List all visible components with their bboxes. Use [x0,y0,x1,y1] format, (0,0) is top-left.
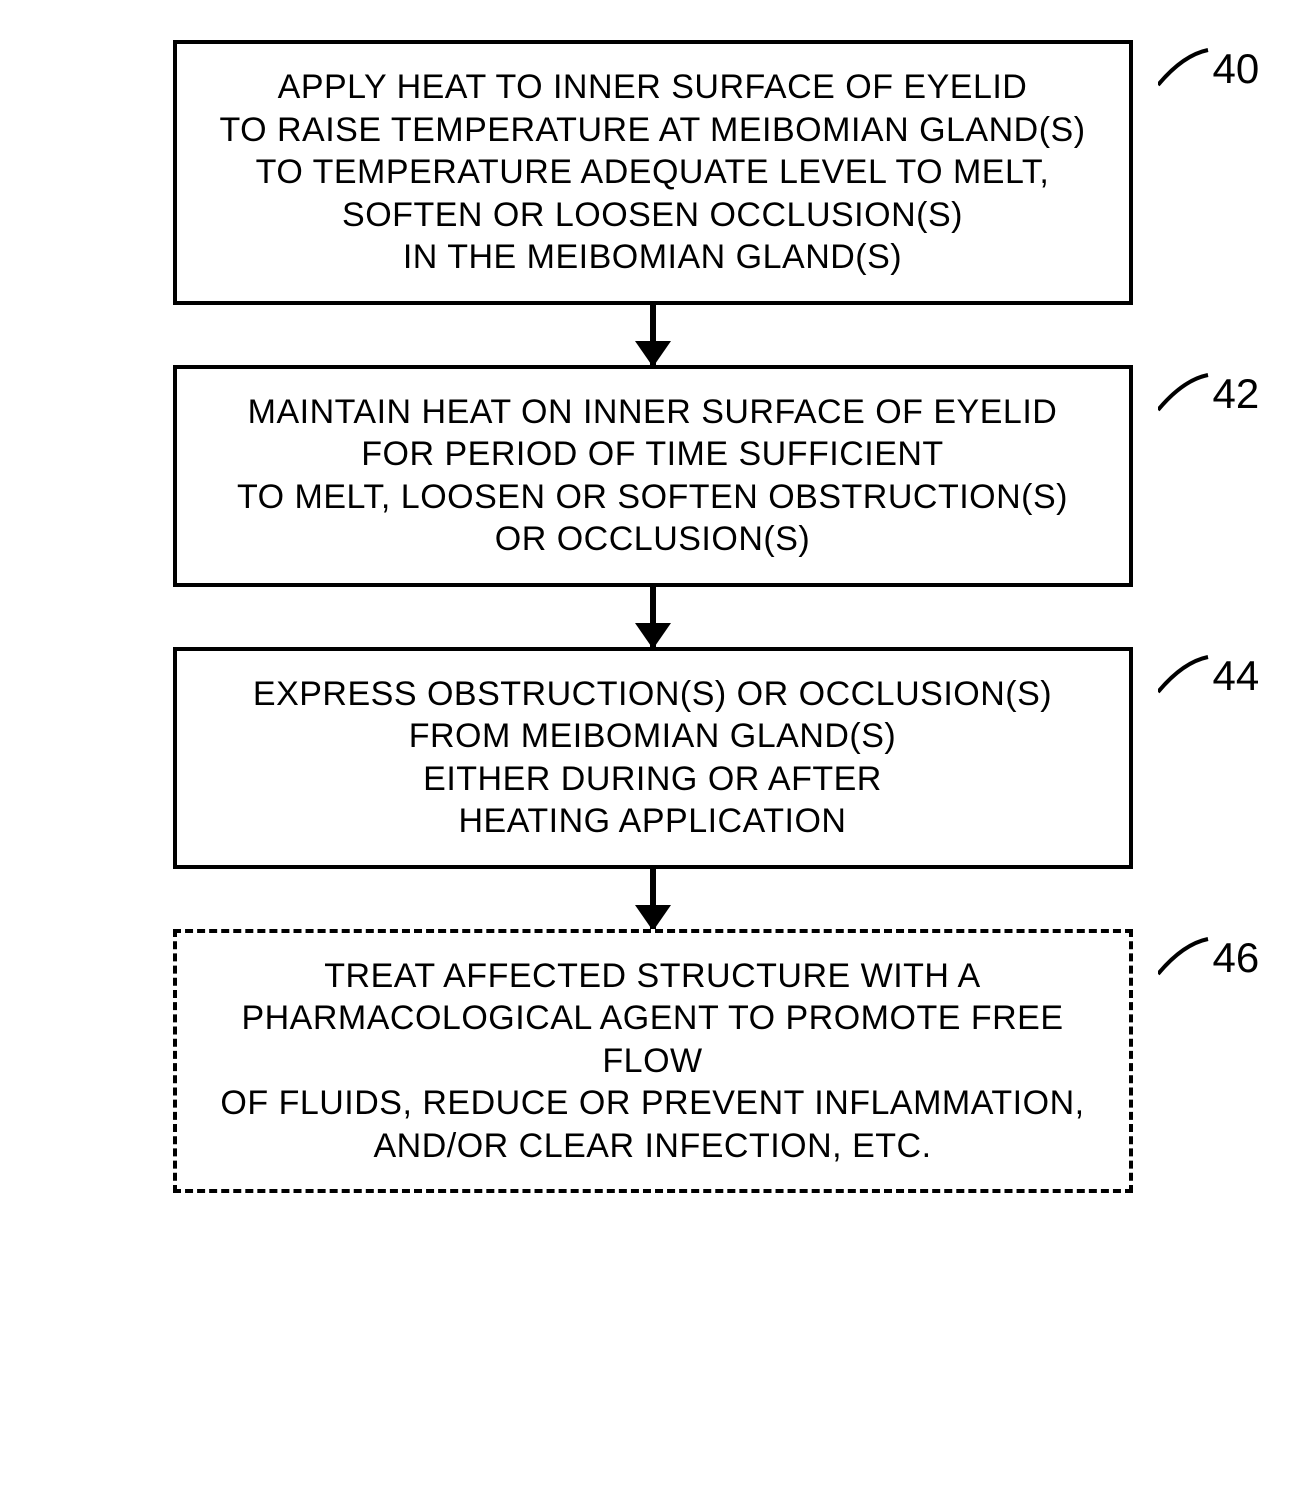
arrow-down-icon [650,587,656,647]
flowchart-container: APPLY HEAT TO INNER SURFACE OF EYELIDTO … [53,40,1253,1193]
arrow-down-icon [650,305,656,365]
box-text: TREAT AFFECTED STRUCTURE WITH APHARMACOL… [220,957,1084,1165]
label-text: 40 [1213,45,1260,92]
leader-line-icon [1158,370,1213,415]
label-40: 40 [1158,45,1260,93]
arrow-2 [53,587,1253,647]
leader-line-icon [1158,652,1213,697]
label-46: 46 [1158,934,1260,982]
arrow-down-icon [650,869,656,929]
box-text: EXPRESS OBSTRUCTION(S) OR OCCLUSION(S)FR… [253,675,1052,841]
label-42: 42 [1158,370,1260,418]
box-step-42: MAINTAIN HEAT ON INNER SURFACE OF EYELID… [173,365,1133,587]
box-step-44: EXPRESS OBSTRUCTION(S) OR OCCLUSION(S)FR… [173,647,1133,869]
leader-line-icon [1158,934,1213,979]
label-text: 46 [1213,934,1260,981]
box-text: APPLY HEAT TO INNER SURFACE OF EYELIDTO … [219,68,1085,276]
arrow-3 [53,869,1253,929]
row-step-44: EXPRESS OBSTRUCTION(S) OR OCCLUSION(S)FR… [53,647,1253,869]
label-text: 42 [1213,370,1260,417]
label-44: 44 [1158,652,1260,700]
label-text: 44 [1213,652,1260,699]
row-step-46: TREAT AFFECTED STRUCTURE WITH APHARMACOL… [53,929,1253,1194]
row-step-40: APPLY HEAT TO INNER SURFACE OF EYELIDTO … [53,40,1253,305]
box-text: MAINTAIN HEAT ON INNER SURFACE OF EYELID… [237,393,1068,559]
arrow-1 [53,305,1253,365]
box-step-46: TREAT AFFECTED STRUCTURE WITH APHARMACOL… [173,929,1133,1194]
box-step-40: APPLY HEAT TO INNER SURFACE OF EYELIDTO … [173,40,1133,305]
leader-line-icon [1158,45,1213,90]
row-step-42: MAINTAIN HEAT ON INNER SURFACE OF EYELID… [53,365,1253,587]
